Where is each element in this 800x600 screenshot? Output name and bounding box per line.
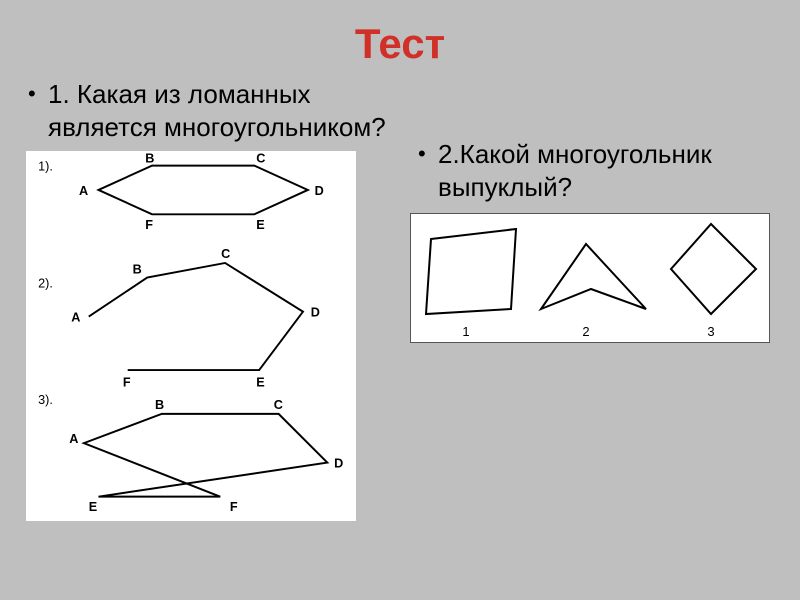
svg-text:B: B [145, 152, 154, 166]
svg-text:E: E [256, 376, 264, 390]
svg-text:C: C [256, 152, 265, 166]
question-1-text: 1. Какая из ломанных является многоуголь… [20, 78, 400, 143]
svg-text:D: D [315, 184, 324, 198]
svg-text:A: A [79, 184, 88, 198]
svg-text:F: F [123, 376, 131, 390]
svg-text:F: F [230, 500, 238, 514]
svg-text:F: F [145, 218, 153, 232]
svg-text:3: 3 [707, 324, 714, 339]
svg-text:E: E [256, 218, 264, 232]
svg-text:B: B [155, 398, 164, 412]
svg-text:3).: 3). [38, 393, 53, 407]
question-2-text: 2.Какой многоугольник выпуклый? [410, 138, 780, 203]
svg-text:D: D [311, 306, 320, 320]
svg-text:D: D [334, 456, 343, 470]
svg-text:2).: 2). [38, 276, 53, 290]
svg-text:E: E [89, 500, 97, 514]
question-2-figure: 1 2 3 [410, 213, 770, 343]
right-column: 2.Какой многоугольник выпуклый? 1 2 3 [400, 78, 780, 521]
svg-text:C: C [221, 247, 230, 261]
svg-text:A: A [69, 432, 78, 446]
slide-title: Тест [0, 0, 800, 78]
svg-text:1).: 1). [38, 159, 53, 173]
left-column: 1. Какая из ломанных является многоуголь… [20, 78, 400, 521]
svg-text:C: C [274, 398, 283, 412]
svg-text:1: 1 [462, 324, 469, 339]
svg-text:2: 2 [582, 324, 589, 339]
question-1-figure: 1). A B C D E F 2). A B C D E F 3). A B C D F E [26, 151, 356, 521]
svg-text:A: A [71, 310, 80, 324]
content-columns: 1. Какая из ломанных является многоуголь… [0, 78, 800, 521]
svg-text:B: B [133, 263, 142, 277]
